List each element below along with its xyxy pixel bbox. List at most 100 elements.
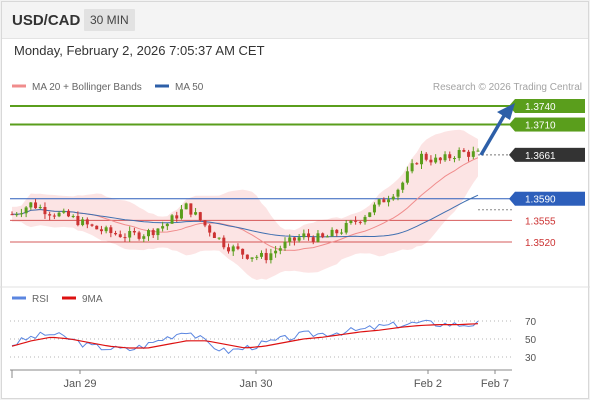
level-label-1.3740: 1.3740 [525,102,556,113]
candle-body [123,237,127,239]
candle-body [236,246,240,249]
candle-body [339,232,343,234]
level-label-1.3710: 1.3710 [525,121,556,132]
candle-body [405,171,409,183]
legend-label: MA 20 + Bollinger Bands [32,82,142,93]
candle-body [76,215,80,226]
rsi-tick-label: 70 [525,317,537,328]
candle-body [217,237,221,239]
candle-body [264,252,268,261]
bollinger-band [12,129,478,280]
candle-body [222,237,226,248]
candle-body [335,229,339,234]
level-tag-pointer [509,191,515,206]
timeframe-badge[interactable]: 30 MIN [84,9,135,31]
rsi-legend-label: 9MA [82,294,103,305]
rsi-line [11,319,479,355]
candle-body [194,212,198,215]
level-label-1.3520: 1.3520 [525,238,556,249]
candle-body [278,248,282,251]
candle-body [137,232,141,239]
candle-body [250,257,254,259]
candle-body [85,219,89,225]
x-tick-label: Jan 30 [239,378,272,390]
candle-body [438,157,442,161]
candle-body [241,248,245,255]
candle-body [104,227,108,232]
candle-body [227,247,231,252]
candle-body [372,204,376,213]
candle-body [212,232,216,239]
candle-body [292,237,296,241]
legend-label: MA 50 [175,82,204,93]
candle-body [452,158,456,160]
candle-body [297,237,301,241]
candle-body [10,214,14,216]
level-tag-1.3710 [515,117,585,132]
candle-body [321,233,325,238]
candle-body [434,157,438,163]
candle-body [368,212,372,217]
candle-body [448,154,452,159]
candle-body [165,223,169,227]
candle-body [114,233,118,235]
candle-body [387,199,391,203]
candle-body [415,163,419,165]
candle-body [274,250,278,254]
x-tick-label: Jan 29 [63,378,96,390]
candle-body [401,182,405,190]
candle-body [57,212,61,217]
level-tag-1.3661 [515,147,585,162]
candle-body [231,246,235,252]
candle-body [457,150,461,159]
candle-body [203,220,207,226]
candle-body [118,234,122,238]
rsi-tick-label: 30 [525,353,537,364]
level-label-1.3590: 1.3590 [525,195,556,206]
level-tag-1.3740 [515,99,585,113]
candle-body [156,228,160,236]
candle-body [34,202,38,209]
candle-body [62,210,66,213]
candle-body [128,230,132,238]
x-tick-label: Feb 2 [414,378,442,390]
candle-body [307,233,311,238]
chart-datetime: Monday, February 2, 2026 7:05:37 AM CET [14,43,265,58]
candle-body [99,229,103,232]
projection-arrowhead [497,103,515,120]
candle-body [24,207,28,214]
candle-body [151,230,155,236]
candle-body [147,230,151,237]
candle-body [358,221,362,223]
candle-body [170,215,174,224]
projection-arrow [479,113,507,156]
candle-body [302,233,306,238]
candle-body [330,229,334,237]
candle-body [377,199,381,205]
chart-header: USD/CAD 30 MIN [2,2,588,39]
candle-body [420,153,424,165]
candle-body [476,150,480,152]
candle-body [363,216,367,223]
candle-body [471,151,475,157]
level-tag-pointer [509,117,515,132]
level-label-1.3661: 1.3661 [525,151,556,162]
candle-body [19,213,23,215]
rsi-tick-label: 50 [525,335,537,346]
candle-body [311,237,315,242]
candle-body [142,236,146,239]
candle-body [161,226,165,229]
level-tag-1.3590 [515,191,585,206]
level-label-1.3555: 1.3555 [525,216,556,227]
candle-body [269,253,273,261]
candle-body [259,252,263,257]
candle-body [410,163,414,172]
rsi-ma-line [11,323,479,349]
candle-body [396,189,400,197]
candle-body [66,210,70,217]
candle-body [48,214,52,216]
candle-body [132,230,136,233]
candle-body [349,220,353,223]
candle-body [255,256,259,258]
